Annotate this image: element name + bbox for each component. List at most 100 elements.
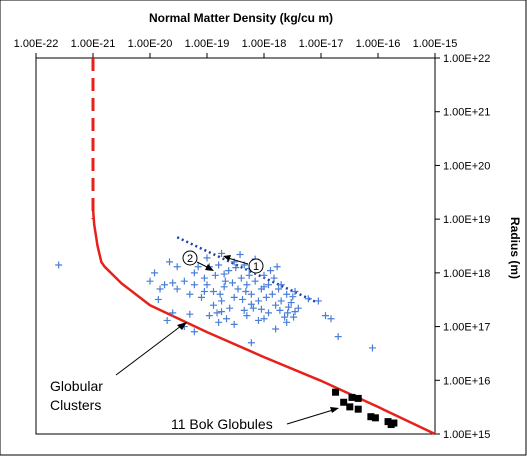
globular-cluster-point bbox=[215, 318, 223, 326]
globular-cluster-point bbox=[254, 316, 262, 324]
tick-layer: 1.00E-22 1.00E-21 1.00E-20 1.00E-19 1.00E-18… bbox=[14, 38, 491, 441]
globular-cluster-point bbox=[230, 293, 238, 301]
globular-cluster-point bbox=[281, 313, 289, 321]
globular-cluster-point bbox=[154, 295, 162, 303]
globular-cluster-point bbox=[242, 287, 250, 295]
series-layer bbox=[55, 58, 436, 436]
globular-cluster-point bbox=[218, 297, 226, 305]
globular-cluster-point bbox=[237, 274, 245, 282]
x-axis-title: Normal Matter Density (kg/cu m) bbox=[149, 11, 333, 25]
globular-cluster-point bbox=[322, 312, 330, 320]
x-tick-label: 1.00E-21 bbox=[71, 38, 116, 50]
globular-cluster-point bbox=[260, 315, 268, 323]
globular-cluster-point bbox=[276, 306, 284, 314]
globular-cluster-point bbox=[314, 297, 322, 305]
arrow-bok-head bbox=[330, 407, 339, 413]
arrow-globular-line bbox=[115, 325, 182, 376]
x-tick-label: 1.00E-19 bbox=[185, 38, 230, 50]
globular-cluster-point bbox=[221, 277, 229, 285]
y-tick-label: 1.00E+20 bbox=[443, 160, 490, 172]
globular-cluster-point bbox=[163, 316, 171, 324]
annotation-clusters: Clusters bbox=[50, 397, 101, 413]
annotation-layer: Globular Clusters 11 Bok Globules 1 2 bbox=[50, 250, 339, 432]
globular-cluster-point bbox=[55, 261, 63, 269]
globular-cluster-point bbox=[166, 258, 174, 266]
globular-cluster-point bbox=[205, 312, 213, 320]
globular-cluster-point bbox=[215, 261, 223, 269]
plot-area bbox=[35, 57, 436, 435]
globular-cluster-point bbox=[334, 333, 342, 341]
globular-cluster-point bbox=[294, 304, 302, 312]
y-tick-label: 1.00E+22 bbox=[443, 53, 490, 65]
marker-label-1: 1 bbox=[253, 261, 259, 273]
globular-cluster-point bbox=[209, 287, 217, 295]
globular-cluster-point bbox=[197, 293, 205, 301]
arrow-2-head bbox=[205, 264, 214, 271]
globular-cluster-point bbox=[287, 299, 295, 307]
globular-cluster-point bbox=[169, 279, 177, 287]
globular-cluster-point bbox=[245, 271, 253, 279]
globular-cluster-point bbox=[243, 312, 251, 320]
bok-globule-point bbox=[348, 393, 356, 401]
globular-cluster-point bbox=[146, 277, 154, 285]
globular-cluster-point bbox=[290, 313, 298, 321]
globular-cluster-point bbox=[247, 290, 255, 298]
annotation-bok-globules: 11 Bok Globules bbox=[171, 416, 273, 432]
arrow-bok-line bbox=[286, 409, 334, 425]
bok-globule-point bbox=[346, 403, 354, 411]
globular-cluster-point bbox=[262, 293, 270, 301]
globular-cluster-point bbox=[285, 303, 293, 311]
globular-cluster-point bbox=[289, 293, 297, 301]
globular-cluster-point bbox=[260, 283, 268, 291]
globular-cluster-point bbox=[232, 264, 240, 272]
arrow-1-head bbox=[223, 255, 231, 261]
globular-cluster-point bbox=[230, 320, 238, 328]
globular-cluster-point bbox=[225, 267, 233, 275]
bok-globule-point bbox=[332, 388, 340, 396]
globular-cluster-point bbox=[260, 271, 268, 279]
globular-cluster-point bbox=[236, 250, 244, 258]
globular-cluster-point bbox=[156, 285, 164, 293]
globular-cluster-point bbox=[186, 310, 194, 318]
x-tick-label: 1.00E-15 bbox=[413, 38, 458, 50]
series-line-dotted-line bbox=[176, 236, 317, 303]
globular-cluster-point bbox=[272, 301, 280, 309]
globular-cluster-point bbox=[211, 271, 219, 279]
x-tick-label: 1.00E-20 bbox=[128, 38, 173, 50]
series-line-solid-line bbox=[91, 208, 436, 436]
globular-cluster-point bbox=[243, 281, 251, 289]
globular-cluster-point bbox=[216, 290, 224, 298]
globular-cluster-point bbox=[327, 315, 335, 323]
globular-cluster-point bbox=[251, 277, 259, 285]
x-tick-label: 1.00E-18 bbox=[242, 38, 287, 50]
globular-cluster-point bbox=[291, 287, 299, 295]
globular-cluster-point bbox=[272, 325, 280, 333]
arrow-globular-head bbox=[177, 322, 187, 330]
globular-cluster-point bbox=[249, 304, 257, 312]
globular-cluster-point bbox=[223, 315, 231, 323]
globular-cluster-point bbox=[304, 295, 312, 303]
globular-cluster-point bbox=[169, 309, 177, 317]
marker-circle-2 bbox=[182, 250, 198, 266]
globular-cluster-point bbox=[194, 263, 202, 271]
globular-cluster-point bbox=[234, 285, 242, 293]
x-tick-label: 1.00E-16 bbox=[356, 38, 401, 50]
globular-cluster-point bbox=[200, 274, 208, 282]
globular-cluster-point bbox=[273, 263, 281, 271]
globular-cluster-point bbox=[161, 281, 169, 289]
globular-cluster-point bbox=[173, 285, 181, 293]
globular-cluster-point bbox=[247, 300, 255, 308]
globular-cluster-point bbox=[283, 318, 291, 326]
globular-cluster-point bbox=[190, 269, 198, 277]
globular-cluster-point bbox=[270, 274, 278, 282]
globular-cluster-point bbox=[277, 281, 285, 289]
globular-cluster-point bbox=[186, 290, 194, 298]
y-tick-label: 1.00E+18 bbox=[443, 268, 490, 280]
globular-cluster-point bbox=[254, 297, 262, 305]
bok-globule-point bbox=[354, 394, 362, 402]
globular-cluster-point bbox=[209, 301, 217, 309]
x-tick-label: 1.00E-17 bbox=[299, 38, 344, 50]
globular-cluster-point bbox=[275, 285, 283, 293]
